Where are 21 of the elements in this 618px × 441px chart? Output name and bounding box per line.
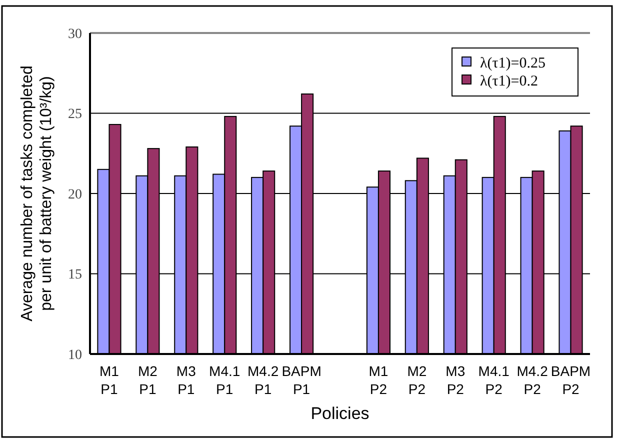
x-tick-label: M4.2 P2 bbox=[516, 363, 548, 397]
x-tick-label: M2 P1 bbox=[138, 363, 158, 397]
x-tick-label: M2 P2 bbox=[407, 363, 427, 397]
x-tick-label: M4.1 P1 bbox=[209, 363, 240, 397]
x-tick-label: BAPM P1 bbox=[282, 363, 322, 397]
x-tick-label: M1 P2 bbox=[368, 363, 388, 397]
x-tick-label: BAPM P2 bbox=[550, 363, 591, 397]
x-tick-label: M3 P1 bbox=[176, 363, 196, 397]
y-axis-title: Average number of tasks completed per unit of battery weight (10³/kg) bbox=[19, 66, 55, 322]
x-tick-label: M1 P1 bbox=[100, 363, 120, 397]
x-tick-label: M4.1 P2 bbox=[478, 363, 510, 397]
y-tick-label: 10 bbox=[68, 348, 82, 363]
y-tick-label: 30 bbox=[68, 26, 82, 42]
y-tick-label: 20 bbox=[68, 187, 82, 202]
x-axis-title: Policies bbox=[310, 404, 370, 423]
x-tick-label: M3 P2 bbox=[446, 363, 466, 397]
legend-label: λ(τ1)=0.2 bbox=[480, 73, 538, 90]
legend-label: λ(τ1)=0.25 bbox=[480, 55, 546, 72]
y-tick-label: 25 bbox=[68, 107, 82, 122]
x-tick-label: M4.2 P1 bbox=[248, 363, 279, 397]
y-tick-label: 15 bbox=[68, 268, 82, 283]
